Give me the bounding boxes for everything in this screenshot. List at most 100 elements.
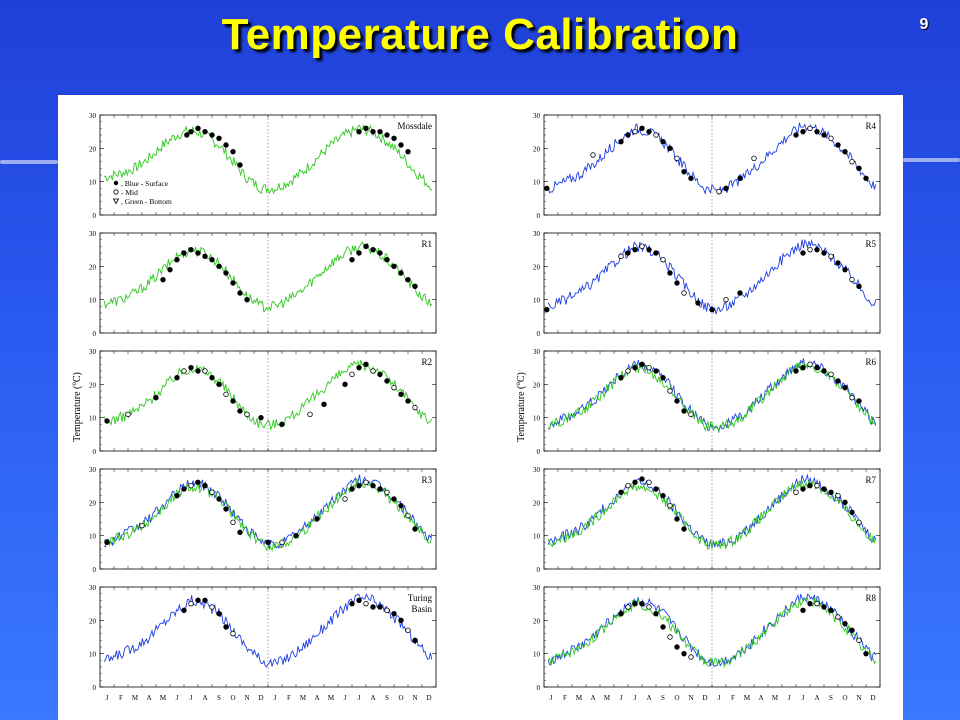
month-label: J: [788, 694, 791, 702]
observation-point: [821, 604, 827, 610]
observation-point: [828, 253, 834, 260]
observation-point: [842, 384, 848, 391]
observation-point: [342, 381, 348, 388]
month-label: M: [132, 694, 139, 702]
observation-point: [349, 256, 355, 263]
observation-point: [793, 132, 799, 138]
observation-point: [160, 276, 166, 283]
observation-point: [223, 624, 229, 630]
observation-point: [398, 502, 404, 509]
month-label: M: [300, 694, 307, 702]
observation-point: [405, 512, 411, 519]
observation-point: [639, 600, 645, 607]
month-label: A: [814, 694, 819, 702]
observation-point: [793, 368, 799, 374]
observation-point: [307, 411, 313, 418]
observation-point: [412, 526, 418, 532]
y-tick-label: 10: [89, 533, 97, 541]
observation-point: [800, 486, 806, 492]
observation-point: [412, 283, 418, 290]
month-label: A: [370, 694, 375, 702]
y-tick-label: 10: [533, 179, 541, 187]
month-label: A: [758, 694, 763, 702]
observation-point: [807, 482, 813, 489]
y-tick-label: 30: [89, 230, 97, 238]
subplot-r1: 0 10 20 30 R1: [89, 230, 437, 338]
observation-point: [181, 250, 187, 256]
observation-point: [709, 306, 715, 313]
observation-point: [667, 388, 673, 394]
observation-point: [377, 128, 383, 135]
observation-point: [646, 604, 652, 610]
observation-point: [800, 364, 806, 371]
observation-point: [632, 128, 638, 135]
month-label: A: [646, 694, 651, 702]
figure-panel: 0 10 20 30 Mossdale , Blue - Surface - Mid, Gr…: [58, 95, 903, 720]
observation-point: [807, 600, 813, 607]
observation-point: [723, 296, 729, 303]
observation-point: [856, 519, 862, 526]
y-tick-label: 20: [533, 381, 541, 389]
observation-point: [125, 411, 131, 418]
observation-point: [370, 604, 376, 610]
series-line: [547, 238, 877, 315]
observation-point: [209, 489, 215, 496]
observation-point: [849, 276, 855, 283]
station-label: R6: [865, 357, 876, 367]
observation-point: [828, 371, 834, 378]
observation-point: [370, 368, 376, 374]
observation-point: [793, 489, 799, 496]
observation-point: [660, 138, 666, 145]
month-label: N: [412, 694, 417, 702]
observation-point: [342, 496, 348, 502]
observation-point: [814, 364, 820, 371]
observation-point: [653, 250, 659, 256]
observation-point: [646, 479, 652, 486]
observation-point: [625, 368, 631, 374]
observation-point: [363, 361, 369, 368]
observation-point: [660, 374, 666, 381]
observation-point: [660, 624, 666, 630]
observation-point: [814, 128, 820, 135]
observation-point: [391, 135, 397, 142]
y-tick-label: 0: [537, 212, 541, 220]
observation-point: [153, 394, 159, 401]
month-label: F: [563, 694, 567, 702]
observation-point: [174, 374, 180, 381]
month-label: O: [674, 694, 679, 702]
y-tick-label: 20: [533, 263, 541, 271]
observation-point: [800, 128, 806, 135]
observation-point: [223, 506, 229, 512]
observation-point: [660, 256, 666, 263]
legend-label: , Blue - Surface: [121, 179, 169, 188]
month-label: J: [358, 694, 361, 702]
legend-marker-mid: [113, 189, 119, 195]
legend-label: , Green - Bottom: [121, 197, 172, 206]
y-tick-label: 30: [89, 466, 97, 474]
observation-point: [209, 374, 215, 381]
month-label: O: [230, 694, 235, 702]
month-label: M: [772, 694, 779, 702]
observation-point: [279, 539, 285, 546]
y-tick-label: 0: [93, 330, 97, 338]
observation-point: [544, 306, 550, 313]
observation-point: [695, 300, 701, 306]
observation-point: [639, 125, 645, 132]
month-label: D: [426, 694, 431, 702]
observation-point: [321, 401, 327, 408]
observation-point: [807, 246, 813, 253]
observation-point: [849, 158, 855, 165]
observation-point: [195, 250, 201, 256]
observation-point: [216, 496, 222, 502]
month-label: O: [398, 694, 403, 702]
observation-point: [405, 276, 411, 283]
observation-point: [398, 617, 404, 624]
observation-point: [377, 604, 383, 610]
observation-point: [681, 526, 687, 532]
observation-point: [230, 280, 236, 286]
observation-point: [828, 489, 834, 496]
observation-point: [814, 482, 820, 489]
observation-point: [681, 408, 687, 414]
month-label: M: [744, 694, 751, 702]
observation-point: [363, 479, 369, 486]
